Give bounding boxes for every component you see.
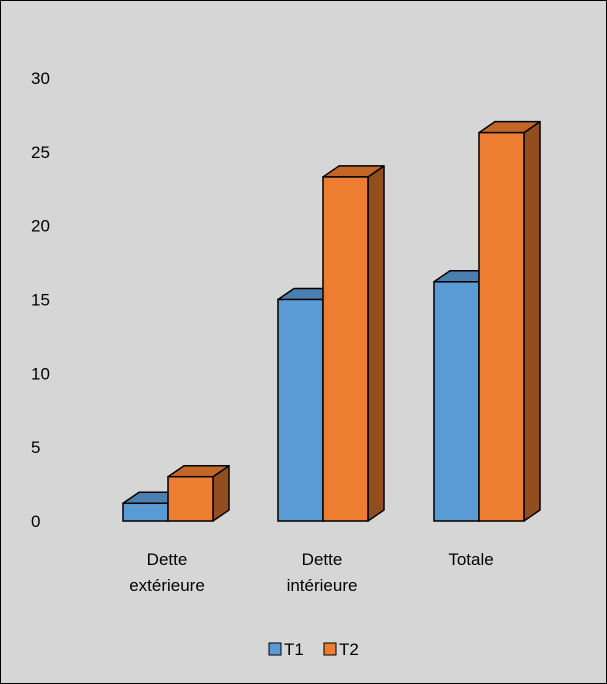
bar-front-face bbox=[122, 502, 169, 522]
x-category-label: Totale bbox=[448, 550, 493, 569]
bar-t2-1 bbox=[167, 464, 230, 522]
y-tick-label: 5 bbox=[31, 438, 40, 457]
bar-front-face bbox=[167, 475, 214, 522]
legend-label-t2: T2 bbox=[339, 640, 359, 659]
x-category-label: intérieure bbox=[287, 576, 358, 595]
y-tick-label: 30 bbox=[31, 69, 50, 88]
legend-swatch-t1 bbox=[268, 642, 282, 656]
y-tick-label: 10 bbox=[31, 364, 50, 383]
bar-t2-2 bbox=[322, 165, 385, 522]
legend-swatch-t2 bbox=[323, 642, 337, 656]
bar-side-face bbox=[523, 120, 541, 522]
bar-t2-3 bbox=[478, 120, 541, 522]
y-tick-label: 15 bbox=[31, 291, 50, 310]
x-category-label: extérieure bbox=[129, 576, 205, 595]
x-category-label: Dette bbox=[302, 550, 343, 569]
legend-label-t1: T1 bbox=[284, 640, 304, 659]
bar-side-face bbox=[367, 165, 385, 522]
y-tick-label: 20 bbox=[31, 217, 50, 236]
bar-front-face bbox=[478, 131, 525, 522]
y-tick-label: 25 bbox=[31, 143, 50, 162]
bar-front-face bbox=[433, 281, 480, 522]
x-category-label: Dette bbox=[147, 550, 188, 569]
bar-front-face bbox=[322, 176, 369, 522]
bar-front-face bbox=[277, 298, 324, 522]
y-tick-label: 0 bbox=[31, 512, 40, 531]
